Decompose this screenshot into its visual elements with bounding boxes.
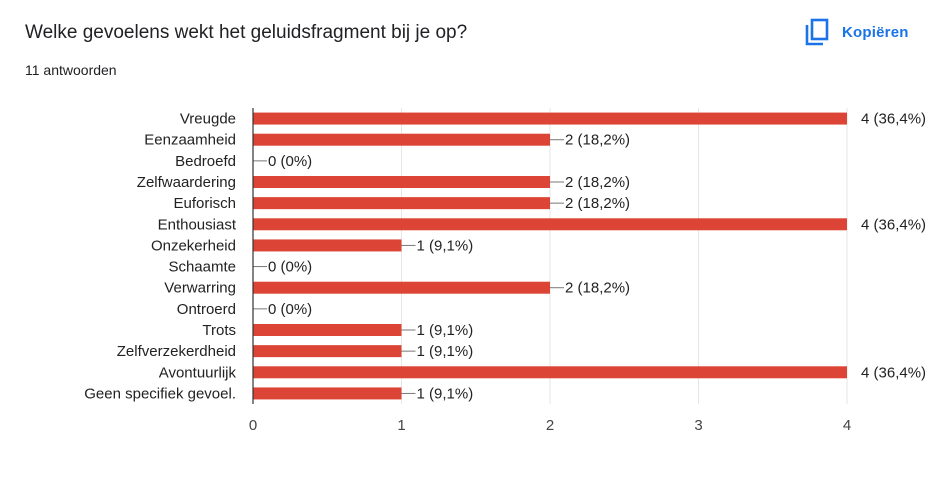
bar <box>253 176 550 188</box>
x-tick-label: 4 <box>843 417 851 434</box>
value-label: 1 (9,1%) <box>417 385 474 402</box>
copy-button[interactable]: Kopiëren <box>804 16 909 48</box>
value-label: 1 (9,1%) <box>417 343 474 360</box>
bar <box>253 218 847 231</box>
category-label: Vreugde <box>180 111 236 128</box>
question-title: Welke gevoelens wekt het geluidsfragment… <box>25 22 468 43</box>
value-label: 1 (9,1%) <box>417 322 474 339</box>
value-label: 2 (18,2%) <box>565 132 630 149</box>
bar <box>253 387 402 400</box>
bar <box>253 133 550 146</box>
category-label: Zelfverzekerdheid <box>117 343 236 360</box>
bar <box>253 366 847 379</box>
category-label: Zelfwaardering <box>137 174 236 191</box>
value-label: 0 (0%) <box>268 301 312 318</box>
category-label: Avontuurlijk <box>159 364 237 381</box>
response-count: 11 antwoorden <box>25 62 117 78</box>
value-label: 4 (36,4%) <box>861 216 926 233</box>
bar <box>253 281 550 294</box>
category-label: Verwarring <box>164 280 236 297</box>
x-tick-label: 2 <box>546 417 554 434</box>
category-label: Geen specifiek gevoel. <box>84 385 236 402</box>
bar <box>253 239 402 252</box>
category-label: Eenzaamheid <box>144 132 236 149</box>
x-tick-label: 3 <box>694 417 702 434</box>
category-label: Bedroefd <box>175 153 236 170</box>
value-label: 2 (18,2%) <box>565 174 630 191</box>
copy-label[interactable]: Kopiëren <box>842 23 909 41</box>
category-label: Ontroerd <box>177 301 236 318</box>
x-tick-label: 1 <box>397 417 405 434</box>
value-label: 4 (36,4%) <box>861 364 926 381</box>
value-label: 1 (9,1%) <box>417 237 474 254</box>
bar <box>253 112 847 125</box>
bar <box>253 197 550 210</box>
category-label: Trots <box>202 322 236 339</box>
category-label: Schaamte <box>168 259 236 276</box>
value-label: 0 (0%) <box>268 259 312 276</box>
bar <box>253 324 402 336</box>
x-tick-label: 0 <box>249 417 257 434</box>
value-label: 2 (18,2%) <box>565 195 630 212</box>
value-label: 2 (18,2%) <box>565 280 630 297</box>
category-label: Euforisch <box>173 195 236 212</box>
value-label: 4 (36,4%) <box>861 111 926 128</box>
bar <box>253 345 402 358</box>
category-label: Onzekerheid <box>151 237 236 254</box>
category-label: Enthousiast <box>158 216 237 233</box>
copy-icon[interactable] <box>804 17 830 47</box>
value-label: 0 (0%) <box>268 153 312 170</box>
